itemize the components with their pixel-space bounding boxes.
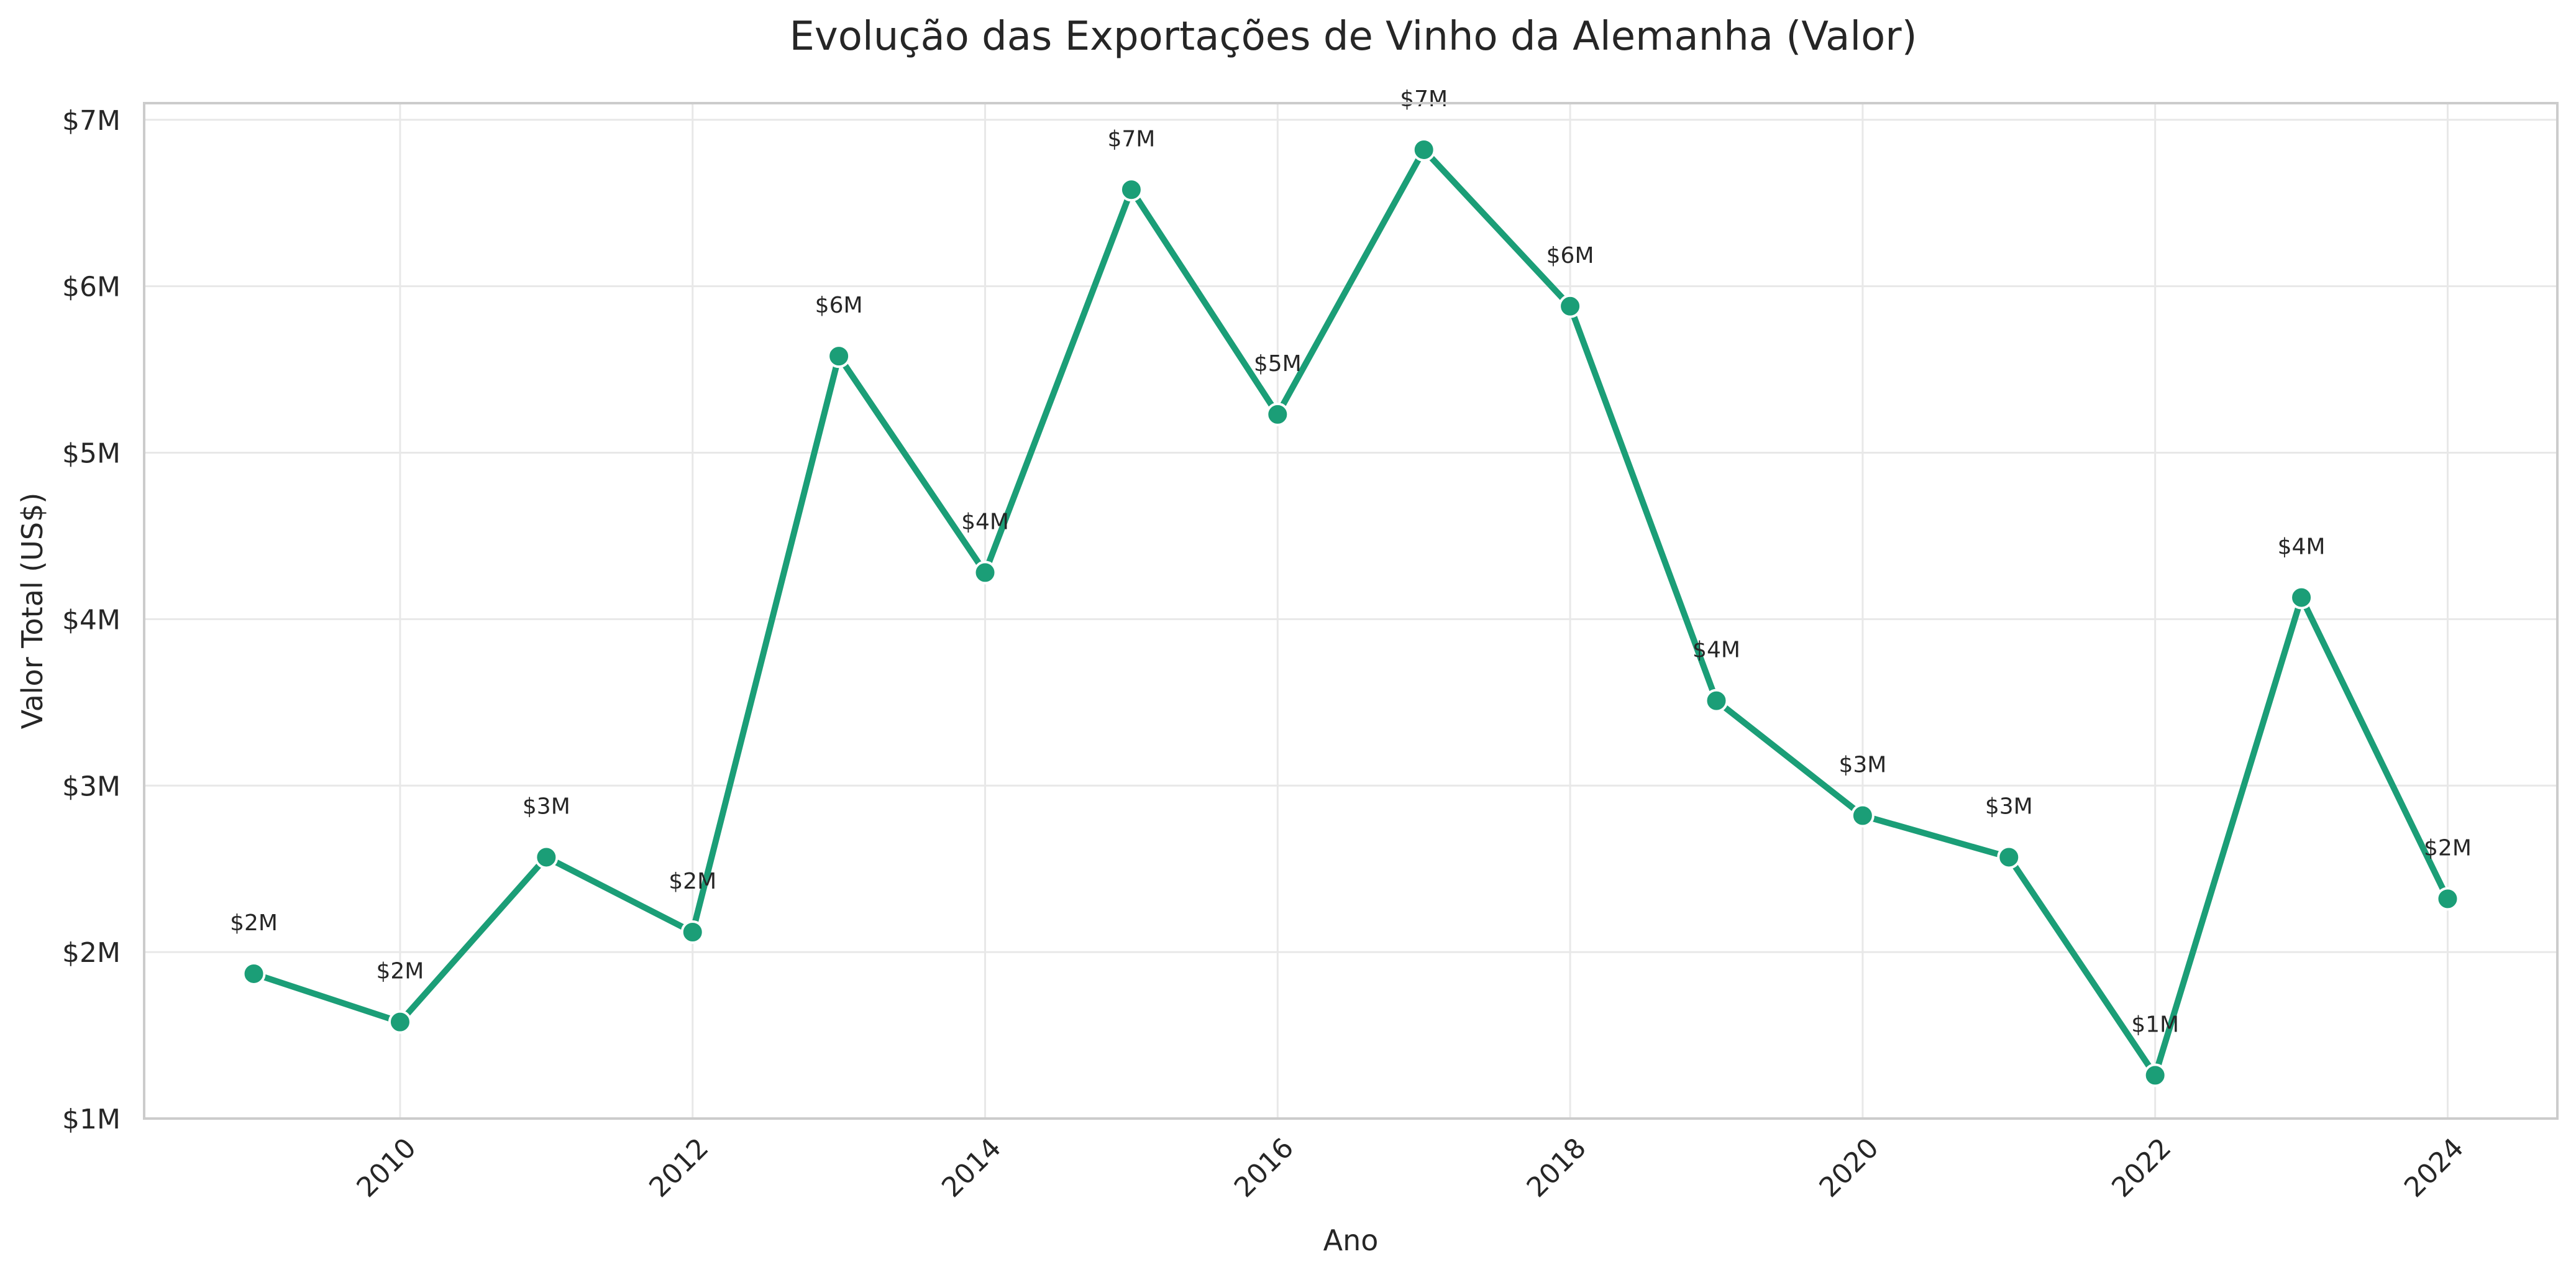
x-tick-label: 2022 — [2106, 1132, 2177, 1204]
data-point — [534, 845, 559, 869]
y-tick-label: $2M — [62, 937, 121, 969]
x-axis-label: Ano — [1323, 1224, 1379, 1257]
grid — [144, 103, 2557, 1120]
data-point — [1997, 845, 2021, 869]
plot-frame — [143, 102, 2559, 1120]
y-tick-label: $3M — [62, 771, 121, 802]
data-point — [2436, 887, 2460, 911]
tick-labels: 2010 2012 2014 2016 2018 2020 2022 2024 $1M $2M $3… — [62, 105, 2470, 1204]
x-tick-label: 2018 — [1521, 1132, 1592, 1204]
y-axis-label: Valor Total (US$) — [16, 493, 49, 730]
data-label: $7M — [1107, 126, 1155, 152]
chart-title: Evolução das Exportações de Vinho da Ale… — [789, 14, 1917, 60]
y-tick-label: $6M — [62, 272, 121, 303]
data-label: $2M — [2424, 835, 2472, 861]
data-point — [973, 561, 997, 585]
data-label: $2M — [669, 869, 716, 894]
x-tick-label: 2024 — [2398, 1132, 2470, 1204]
data-point — [680, 920, 705, 944]
series — [242, 138, 2460, 1087]
data-label: $3M — [1838, 752, 1886, 777]
x-tick-label: 2016 — [1228, 1132, 1300, 1204]
y-tick-label: $4M — [62, 604, 121, 636]
y-tick-label: $1M — [62, 1104, 121, 1135]
data-label: $2M — [377, 959, 424, 984]
data-point — [1558, 294, 1583, 318]
data-label: $2M — [230, 910, 278, 936]
x-tick-label: 2014 — [936, 1132, 1007, 1204]
data-label: $1M — [2131, 1012, 2179, 1037]
data-point — [1119, 178, 1143, 202]
data-point — [1412, 138, 1436, 162]
data-point — [1266, 402, 1290, 426]
data-label: $6M — [815, 293, 863, 318]
data-point — [2290, 585, 2314, 610]
data-point — [827, 344, 851, 368]
data-label: $3M — [1985, 794, 2033, 819]
data-label: $4M — [2278, 534, 2326, 560]
data-label: $4M — [961, 509, 1009, 534]
data-point — [1704, 689, 1729, 713]
data-label: $3M — [523, 794, 570, 819]
data-point — [1850, 803, 1875, 828]
data-label: $7M — [1400, 86, 1448, 112]
y-tick-label: $5M — [62, 438, 121, 470]
data-point — [242, 961, 266, 986]
x-tick-label: 2012 — [643, 1132, 715, 1204]
data-labels: $2M $2M $3M $2M $6M $4M $7M $5M $7M $6M $4M $3M $3M $… — [230, 86, 2472, 1037]
data-label: $4M — [1692, 638, 1740, 663]
series-line — [250, 147, 2451, 1079]
x-tick-label: 2020 — [1813, 1132, 1884, 1204]
data-point — [2143, 1063, 2167, 1087]
data-label: $5M — [1254, 351, 1302, 377]
x-tick-label: 2010 — [350, 1132, 422, 1204]
data-label: $6M — [1546, 243, 1594, 268]
data-point — [388, 1010, 412, 1034]
y-tick-label: $7M — [62, 105, 121, 137]
